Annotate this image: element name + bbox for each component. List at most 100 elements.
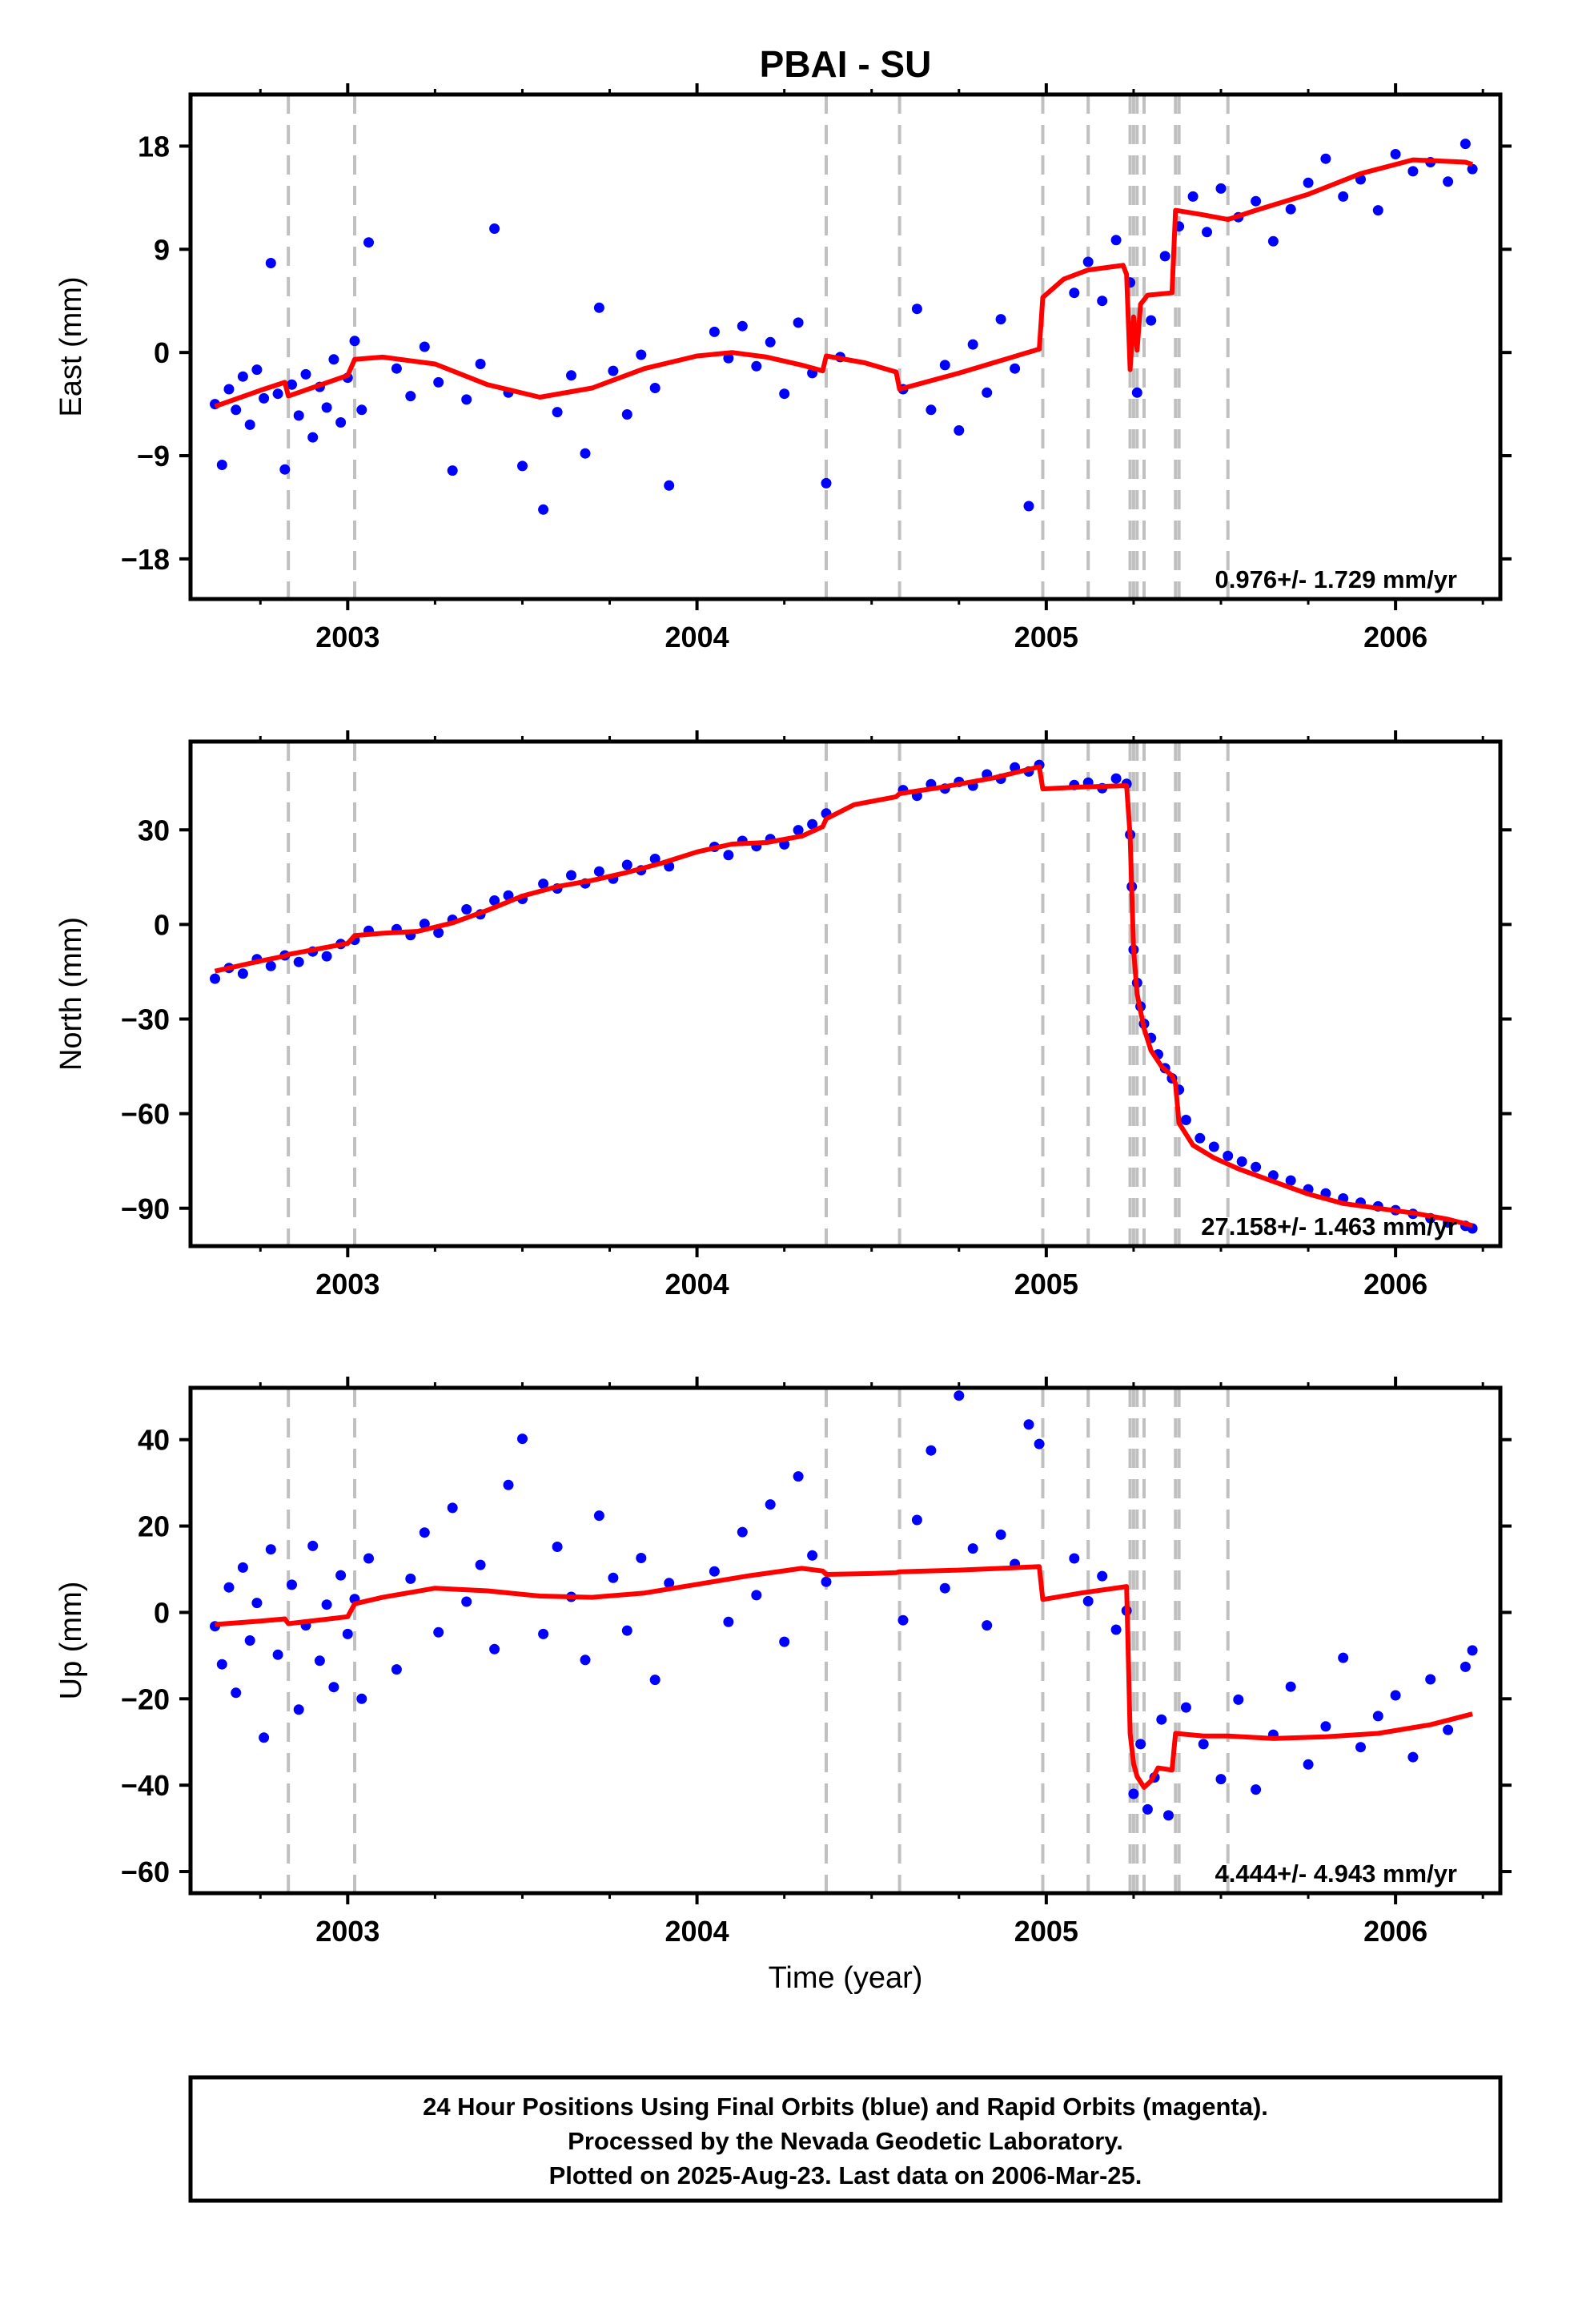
east-data-point — [967, 339, 978, 350]
up-data-point — [1285, 1681, 1296, 1692]
east-data-point — [363, 237, 374, 248]
x-axis-label: Time (year) — [769, 1961, 923, 1995]
east-data-point — [447, 465, 458, 476]
east-data-point — [251, 364, 263, 376]
north-data-point — [1285, 1175, 1296, 1186]
east-data-point — [926, 404, 937, 416]
up-data-point — [342, 1628, 353, 1639]
east-data-point — [779, 388, 790, 400]
up-data-point — [911, 1514, 922, 1526]
up-data-point — [1156, 1714, 1167, 1725]
up-data-point — [1372, 1711, 1383, 1722]
east-xtick-label: 2006 — [1363, 621, 1427, 653]
north-plot-area — [210, 742, 1478, 1246]
east-ytick-label: 9 — [154, 233, 170, 266]
north-data-point — [293, 956, 304, 967]
north-ytick-label: −90 — [121, 1192, 170, 1225]
up-data-point — [1135, 1739, 1146, 1750]
east-data-point — [538, 504, 549, 515]
north-xtick-label: 2003 — [315, 1268, 379, 1301]
up-data-point — [636, 1553, 647, 1563]
up-data-point — [1082, 1595, 1094, 1606]
east-data-point — [265, 258, 276, 268]
east-ytick-label: −18 — [121, 543, 170, 576]
north-data-point — [489, 895, 500, 906]
footer-line-1: 24 Hour Positions Using Final Orbits (bl… — [423, 2093, 1268, 2121]
north-ytick-label: −60 — [121, 1098, 170, 1131]
east-data-point — [279, 464, 291, 475]
north-data-point — [461, 904, 472, 915]
up-data-point — [433, 1626, 444, 1638]
up-data-point — [1467, 1645, 1478, 1656]
east-data-point — [1187, 191, 1199, 202]
east-data-point — [723, 352, 734, 364]
east-data-point — [517, 460, 528, 472]
up-data-point — [926, 1445, 937, 1456]
east-plot-area — [210, 94, 1478, 599]
up-data-point — [447, 1502, 458, 1514]
footer-box — [188, 2075, 1503, 2203]
east-data-point — [231, 404, 242, 416]
east-data-point — [321, 402, 332, 413]
east-xtick-label: 2003 — [315, 621, 379, 653]
east-data-point — [1202, 227, 1212, 238]
north-data-point — [433, 927, 444, 939]
up-data-point — [335, 1570, 347, 1581]
up-data-point — [723, 1616, 734, 1627]
up-data-point — [328, 1682, 339, 1693]
up-data-point — [1023, 1419, 1034, 1430]
up-data-point — [1303, 1759, 1314, 1770]
east-data-point — [307, 432, 319, 443]
east-data-point — [1069, 287, 1080, 299]
east-data-point — [1131, 387, 1142, 398]
up-data-point — [593, 1510, 604, 1522]
up-data-point — [737, 1526, 748, 1538]
north-data-point — [1180, 1115, 1191, 1125]
north-data-point — [621, 859, 632, 870]
east-data-point — [335, 417, 347, 428]
up-xtick-label: 2003 — [315, 1915, 379, 1948]
north-xtick-label: 2006 — [1363, 1268, 1427, 1301]
up-data-point — [807, 1550, 818, 1561]
east-data-point — [1097, 296, 1108, 307]
up-data-point — [321, 1599, 332, 1610]
up-data-point — [552, 1542, 563, 1552]
north-data-point — [593, 866, 604, 877]
up-data-point — [709, 1566, 720, 1577]
up-data-point — [821, 1576, 832, 1587]
up-data-point — [1215, 1774, 1227, 1785]
up-data-point — [1320, 1721, 1331, 1732]
north-data-point — [321, 951, 332, 962]
east-data-point — [939, 360, 950, 371]
up-model-line — [215, 1564, 1473, 1790]
east-data-point — [1146, 315, 1157, 326]
north-data-point — [1236, 1156, 1247, 1167]
up-data-point — [287, 1579, 297, 1590]
east-y-axis-label: East (mm) — [54, 276, 88, 416]
up-ytick-label: 40 — [138, 1424, 170, 1457]
east-model-line — [214, 157, 1474, 409]
north-data-point — [265, 960, 276, 971]
north-data-point — [649, 854, 661, 864]
north-ytick-label: −30 — [121, 1003, 170, 1036]
east-rate-label: 0.976+/- 1.729 mm/yr — [1215, 565, 1457, 593]
north-data-point — [1251, 1161, 1262, 1172]
east-data-point — [461, 394, 472, 405]
up-y-axis-label: Up (mm) — [54, 1582, 88, 1700]
north-data-point — [723, 850, 734, 861]
east-data-point — [1215, 183, 1227, 194]
up-data-point — [461, 1596, 472, 1607]
up-data-point — [1110, 1624, 1122, 1635]
east-data-point — [982, 387, 993, 398]
east-data-point — [293, 410, 304, 421]
east-data-point — [1443, 176, 1454, 187]
east-xtick-label: 2004 — [665, 621, 729, 653]
east-data-point — [1390, 149, 1401, 159]
up-data-point — [664, 1578, 675, 1589]
up-data-point — [251, 1598, 263, 1609]
east-ytick-label: 0 — [154, 336, 170, 369]
up-ytick-label: 20 — [138, 1510, 170, 1543]
up-data-point — [1251, 1784, 1262, 1795]
east-data-point — [580, 448, 591, 459]
